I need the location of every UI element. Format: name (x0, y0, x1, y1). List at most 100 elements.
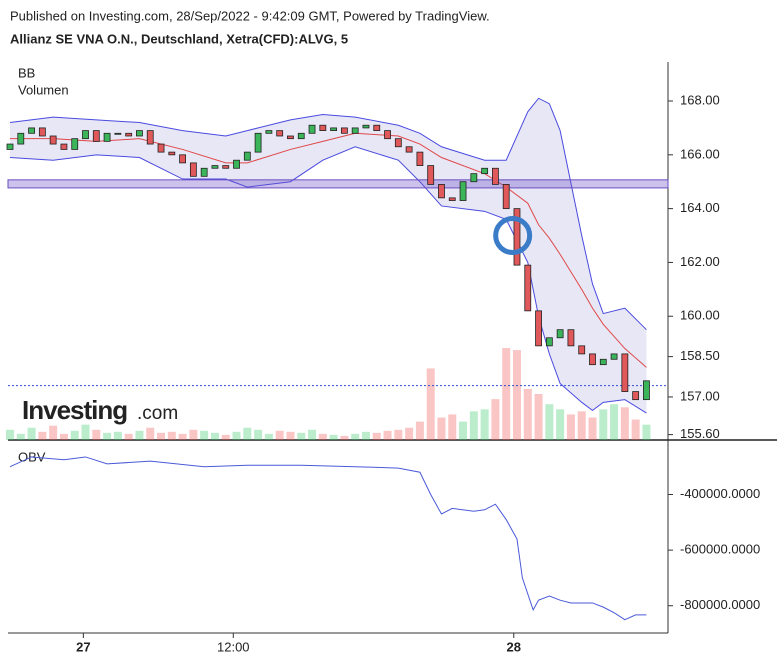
volume-bar (415, 421, 424, 440)
volume-bar (631, 419, 640, 440)
candle (373, 124, 381, 132)
candle (28, 127, 35, 134)
candle (470, 173, 478, 183)
volume-bar (372, 432, 381, 440)
volume-bar (610, 404, 619, 440)
volume-bar (221, 434, 230, 440)
candle (589, 353, 596, 366)
candle (340, 127, 348, 134)
y-tick-label: 157.00 (680, 388, 720, 403)
candle (136, 130, 143, 137)
candle (168, 151, 176, 156)
volume-bar (566, 414, 575, 440)
candle (427, 165, 435, 185)
volume-bar (103, 432, 112, 440)
volume-bar (49, 425, 58, 440)
candle (578, 345, 586, 355)
volume-bar (124, 433, 133, 440)
candle (200, 167, 208, 177)
candle (330, 127, 338, 132)
volume-bar (254, 429, 263, 440)
candle (481, 167, 489, 175)
candle (308, 124, 316, 134)
candle (351, 127, 359, 134)
volume-bar (200, 430, 209, 440)
candle (459, 181, 467, 201)
y-tick-label: -600000.0000 (680, 542, 760, 557)
candle (632, 391, 640, 401)
volume-bar (232, 431, 241, 440)
candle (233, 159, 240, 169)
symbol: Allianz SE VNA O.N., Deutschland, Xetra(… (10, 31, 348, 46)
candle (643, 380, 650, 401)
candle (287, 135, 294, 140)
volume-bar (297, 432, 306, 440)
candle (189, 162, 197, 177)
candle (524, 264, 532, 312)
volume-bar (383, 430, 392, 440)
volume-bar (38, 431, 47, 440)
volume-bar (92, 429, 101, 440)
logo-suffix: .com (137, 403, 178, 424)
volume-bar (135, 430, 144, 440)
logo: Investing (22, 395, 127, 425)
indicator-label: Volumen (18, 82, 69, 97)
y-tick-label: 164.00 (680, 200, 720, 215)
candle (243, 151, 251, 161)
candle (222, 165, 230, 169)
volume-bar (491, 399, 500, 440)
volume-bar (502, 348, 511, 440)
volume-bar (210, 432, 219, 440)
indicator-label: BB (18, 65, 35, 80)
candle (6, 143, 14, 150)
y-tick-label: 162.00 (680, 254, 720, 269)
candle (448, 197, 456, 201)
volume-bar (308, 429, 317, 440)
volume-bar (351, 433, 360, 440)
y-tick-label: 168.00 (680, 92, 720, 107)
volume-bar (157, 432, 166, 440)
y-tick-label: -800000.0000 (680, 597, 760, 612)
volume-bar (189, 429, 198, 440)
candle (17, 132, 25, 145)
candle (297, 132, 305, 140)
volume-bar (426, 368, 435, 440)
candle (513, 208, 521, 266)
volume-bar (480, 409, 489, 440)
y-tick-label: 160.00 (680, 308, 720, 323)
volume-bar (405, 427, 414, 440)
volume-bar (113, 431, 122, 440)
candle (502, 184, 510, 210)
volume-bar (556, 409, 565, 440)
candle (438, 184, 445, 199)
candle (416, 151, 424, 166)
volume-bar (577, 411, 586, 440)
volume-bar (394, 429, 403, 440)
candle (362, 124, 370, 129)
volume-bar (70, 430, 79, 440)
volume-bar (81, 424, 90, 440)
volume-bar (264, 433, 273, 440)
volume-bar (361, 431, 370, 440)
candle (384, 130, 391, 140)
volume-bar (340, 435, 349, 440)
volume-bar (243, 427, 252, 440)
y-tick-label: 166.00 (680, 146, 720, 161)
x-tick-label: 12:00 (217, 639, 250, 654)
candle (492, 167, 499, 185)
volume-bar (146, 427, 155, 440)
candle (405, 146, 413, 153)
annotation-circle (493, 216, 533, 256)
candle (556, 329, 564, 339)
volume-bar (27, 427, 36, 440)
candle (179, 154, 186, 164)
candle (394, 138, 402, 148)
candle (265, 130, 273, 134)
candle (610, 353, 618, 360)
candle (254, 132, 262, 153)
volume-bar (459, 421, 468, 440)
candle (276, 130, 284, 137)
volume-bar (318, 433, 327, 440)
candle (157, 143, 165, 153)
volume-bar (620, 407, 629, 440)
